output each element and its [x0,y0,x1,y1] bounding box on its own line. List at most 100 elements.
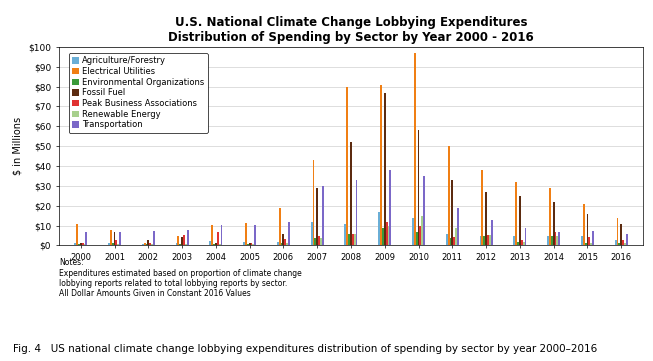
Bar [249,243,251,245]
Bar [215,243,217,245]
Bar [146,244,148,245]
Bar [581,235,583,245]
Bar [148,240,150,245]
Bar [219,244,221,245]
Bar [626,234,628,245]
Bar [82,243,84,245]
Bar [551,235,552,245]
Bar [108,243,110,245]
Bar [384,92,386,245]
Bar [253,244,254,245]
Bar [245,223,247,245]
Bar [416,232,418,245]
Bar [382,228,384,245]
Bar [210,240,211,245]
Bar [517,242,519,245]
Bar [421,216,423,245]
Bar [489,235,491,245]
Bar [455,228,457,245]
Bar [316,188,318,245]
Bar [457,208,459,245]
Bar [624,243,626,245]
Bar [314,238,316,245]
Bar [483,235,485,245]
Bar [221,225,223,245]
Bar [446,234,448,245]
Bar [614,240,616,245]
Bar [313,160,314,245]
Bar [592,231,594,245]
Bar [80,243,82,245]
Bar [558,232,560,245]
Text: Notes:
Expenditures estimated based on proportion of climate change
lobbying rep: Notes: Expenditures estimated based on p… [59,258,302,298]
Bar [487,235,489,245]
Bar [348,234,350,245]
Bar [449,238,451,245]
Bar [388,226,389,245]
Bar [318,235,320,245]
Bar [491,219,492,245]
Bar [521,240,522,245]
Bar [144,243,146,245]
Bar [352,234,354,245]
Bar [583,204,584,245]
Bar [213,244,215,245]
Bar [279,208,281,245]
Bar [322,186,324,245]
Bar [288,222,290,245]
Bar [622,240,624,245]
Bar [150,243,151,245]
Bar [378,212,380,245]
Bar [586,214,588,245]
Bar [112,243,114,245]
Bar [142,244,144,245]
Bar [522,242,524,245]
Bar [151,244,153,245]
Bar [552,202,554,245]
Bar [86,232,88,245]
Bar [547,235,549,245]
Bar [180,244,181,245]
Bar [386,222,388,245]
Bar [211,225,213,245]
Bar [277,242,279,245]
Bar [84,244,86,245]
Bar [389,170,391,245]
Bar [118,244,119,245]
Bar [350,142,352,245]
Bar [346,87,348,245]
Bar [453,236,455,245]
Bar [281,243,283,245]
Bar [110,230,112,245]
Bar [356,180,357,245]
Bar [78,244,80,245]
Bar [524,228,526,245]
Bar [116,240,118,245]
Bar [418,130,419,245]
Bar [620,223,622,245]
Bar [74,243,76,245]
Y-axis label: $ in Millions: $ in Millions [12,117,23,175]
Bar [354,234,356,245]
Bar [217,232,219,245]
Bar [185,244,187,245]
Bar [556,235,558,245]
Bar [320,238,322,245]
Bar [412,218,414,245]
Bar [243,242,245,245]
Text: Fig. 4   US national climate change lobbying expenditures distribution of spendi: Fig. 4 US national climate change lobbyi… [13,344,597,354]
Bar [618,243,620,245]
Bar [451,180,453,245]
Bar [251,243,253,245]
Bar [549,188,551,245]
Bar [286,243,288,245]
Bar [590,243,592,245]
Bar [380,84,382,245]
Bar [153,231,155,245]
Bar [119,232,121,245]
Bar [419,226,421,245]
Bar [181,236,183,245]
Title: U.S. National Climate Change Lobbying Expenditures
Distribution of Spending by S: U.S. National Climate Change Lobbying Ex… [168,16,534,44]
Bar [176,243,178,245]
Bar [414,53,416,245]
